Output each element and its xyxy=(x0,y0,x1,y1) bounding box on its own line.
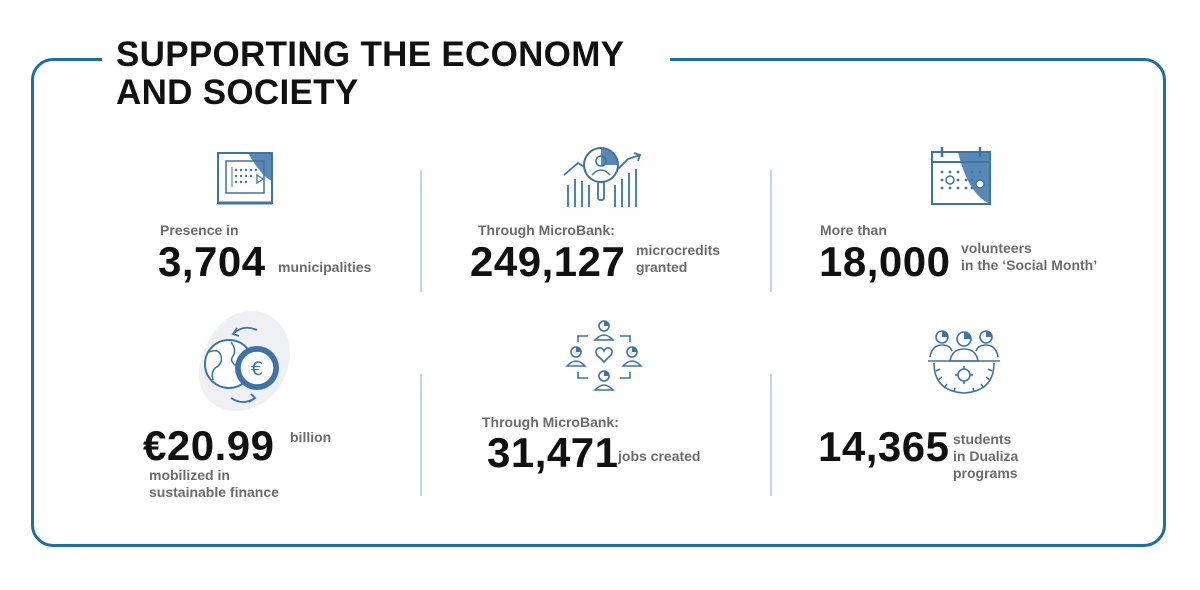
stat-3-label-1: volunteers xyxy=(961,240,1032,256)
stat-6-label-1: students xyxy=(953,431,1012,447)
team-gear-icon xyxy=(926,325,1002,402)
divider-top-left xyxy=(420,170,422,292)
stat-4-label-2: mobilized in xyxy=(149,467,230,483)
stat-6-label-3: programs xyxy=(953,465,1018,481)
stat-2-value: 249,127 xyxy=(470,238,626,285)
stat-6-label-2: in Dualiza xyxy=(953,448,1019,464)
calendar-board-icon xyxy=(212,147,278,214)
stat-2-label-2: granted xyxy=(636,259,688,275)
calendar-icon xyxy=(928,144,994,213)
stat-1-lead: Presence in xyxy=(160,222,239,238)
growth-person-icon xyxy=(560,141,644,222)
stat-5-value: 31,471 xyxy=(487,429,619,476)
stat-2-label-1: microcredits xyxy=(636,242,721,258)
stat-5-label: jobs created xyxy=(618,448,701,464)
divider-bottom-left xyxy=(420,374,422,496)
stat-4-value: €20.99 xyxy=(143,422,275,469)
svg-text:€: € xyxy=(251,358,263,380)
stat-1-value: 3,704 xyxy=(158,238,266,285)
people-network-icon xyxy=(564,318,644,399)
divider-top-right xyxy=(770,170,772,292)
stat-3-label-2: in the ‘Social Month’ xyxy=(961,257,1098,273)
stat-6-value: 14,365 xyxy=(818,423,950,470)
stat-3-lead: More than xyxy=(820,222,887,238)
stat-4-label-3: sustainable finance xyxy=(149,484,279,500)
title-line-2: AND SOCIETY xyxy=(116,73,359,112)
stat-2-lead: Through MicroBank: xyxy=(478,222,615,238)
globe-euro-icon: € xyxy=(193,306,297,421)
stat-3-value: 18,000 xyxy=(819,238,951,285)
page-title: SUPPORTING THE ECONOMY AND SOCIETY xyxy=(102,36,670,112)
stat-4-label-1: billion xyxy=(290,429,332,445)
stat-1-label: municipalities xyxy=(278,259,372,275)
divider-bottom-right xyxy=(770,374,772,496)
title-line-1: SUPPORTING THE ECONOMY xyxy=(116,35,625,74)
stat-5-lead: Through MicroBank: xyxy=(482,414,619,430)
